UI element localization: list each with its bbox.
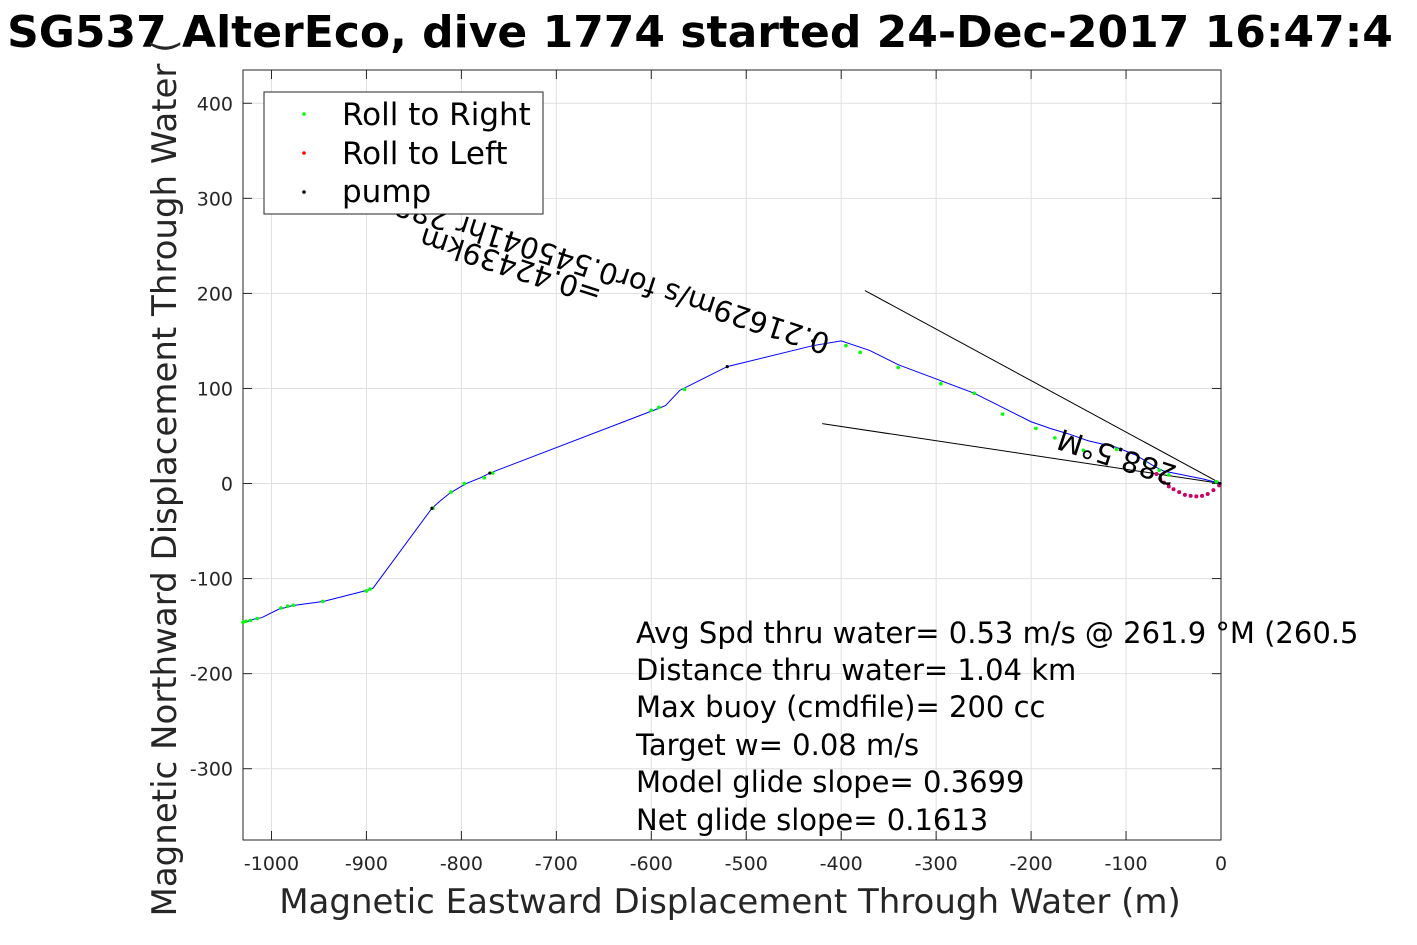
roll-right-marker <box>1157 468 1162 473</box>
roll-right-marker <box>368 587 373 591</box>
annotation-model-glide: Model glide slope= 0.3699 <box>636 765 1024 799</box>
x-axis-label: Magnetic Eastward Displacement Through W… <box>279 882 1181 922</box>
roll-right-marker <box>972 391 976 396</box>
x-tick-label: -900 <box>345 853 388 875</box>
roll-right-marker <box>364 589 369 593</box>
roll-left-marker <box>1200 493 1205 498</box>
y-tick-label: 100 <box>197 378 233 400</box>
roll-right-marker <box>939 381 943 386</box>
roll-right-marker <box>285 604 290 608</box>
y-axis-ticks: -300 -200 -100 0 100 200 300 400 <box>190 93 1221 781</box>
series-group <box>242 340 1222 623</box>
roll-right-marker <box>241 620 245 625</box>
roll-left-marker <box>1177 490 1182 495</box>
legend-label-roll-left: Roll to Left <box>342 136 508 172</box>
roll-right-marker <box>462 481 467 486</box>
x-tick-label: -700 <box>535 853 578 875</box>
roll-left-marker <box>1182 492 1187 497</box>
pump-marker <box>488 471 492 475</box>
x-tick-label: -300 <box>915 853 958 875</box>
markers-group <box>241 339 1222 625</box>
annotation-target-w: Target w= 0.08 m/s <box>635 728 919 762</box>
y-tick-label: -200 <box>190 664 233 686</box>
roll-left-marker <box>1194 494 1199 499</box>
y-tick-label: 400 <box>197 93 233 115</box>
roll-right-marker <box>482 476 486 480</box>
annotation-distance: Distance thru water= 1.04 km <box>636 653 1076 687</box>
x-tick-label: -600 <box>630 853 673 875</box>
roll-right-marker <box>248 618 253 623</box>
x-tick-label: -800 <box>440 853 483 875</box>
series-line <box>242 340 1222 623</box>
rotated-annotations: 0.21629m/s for0.545041hr 288.5°M288.5°M=… <box>326 167 1180 492</box>
roll-right-marker <box>255 616 260 621</box>
roll-left-marker <box>1158 476 1163 481</box>
y-axis-label: Magnetic Northward Displacement Through … <box>145 40 185 917</box>
legend: Roll to Right Roll to Left pump <box>263 91 544 215</box>
y-tick-label: -300 <box>190 759 233 781</box>
roll-left-marker <box>1211 488 1216 493</box>
roll-right-marker <box>449 490 453 494</box>
roll-right-marker <box>490 471 495 475</box>
roll-right-marker <box>1081 448 1086 453</box>
roll-right-marker <box>896 365 900 370</box>
legend-box <box>263 91 544 215</box>
x-tick-label: -100 <box>1104 853 1147 875</box>
roll-right-marker <box>244 619 248 624</box>
x-tick-label: -400 <box>820 853 863 875</box>
x-tick-label: 0 <box>1215 853 1227 875</box>
annotation-max-buoy: Max buoy (cmdfile)= 200 cc <box>636 690 1045 724</box>
legend-label-pump: pump <box>342 174 431 210</box>
roll-right-marker <box>657 405 661 410</box>
roll-right-marker <box>279 606 283 610</box>
x-tick-label: -200 <box>1010 853 1053 875</box>
rotated-annotation: 288.5°M <box>1053 422 1180 492</box>
roll-right-marker <box>291 603 296 607</box>
pump-marker <box>725 364 729 369</box>
x-axis-ticks: -1000 -900 -800 -700 -600 -500 -400 -300 -200 -10… <box>244 70 1227 875</box>
annotation-net-glide: Net glide slope= 0.1613 <box>636 803 988 837</box>
roll-right-marker <box>844 343 848 348</box>
y-tick-label: 300 <box>197 188 233 210</box>
roll-right-marker <box>682 387 687 392</box>
chart-title: SG537 AlterEco, dive 1774 started 24-Dec… <box>7 7 1393 58</box>
roll-right-marker <box>1034 426 1038 431</box>
y-tick-label: 0 <box>221 474 233 496</box>
roll-left-marker <box>1166 484 1171 489</box>
roll-right-marker <box>649 408 654 413</box>
y-tick-label: -100 <box>190 569 233 591</box>
roll-right-marker <box>1053 436 1057 440</box>
roll-right-marker <box>858 350 862 355</box>
legend-marker-roll-left <box>302 151 306 155</box>
pump-marker <box>430 506 434 510</box>
pump-marker <box>811 339 815 343</box>
roll-left-marker <box>1171 487 1176 492</box>
legend-label-roll-right: Roll to Right <box>342 97 531 133</box>
heading-line <box>864 290 1222 484</box>
pump-marker <box>1218 481 1222 486</box>
x-tick-label: -1000 <box>244 853 299 875</box>
roll-right-marker <box>320 599 325 604</box>
roll-right-marker <box>1114 447 1119 452</box>
roll-left-marker <box>1162 480 1167 485</box>
y-tick-label: 200 <box>197 283 233 305</box>
roll-left-marker <box>1188 493 1193 498</box>
legend-marker-pump <box>302 190 306 194</box>
roll-left-marker <box>1205 491 1210 496</box>
plot-area <box>242 69 1222 841</box>
roll-right-marker <box>1000 412 1005 416</box>
roll-right-marker <box>1166 473 1171 477</box>
x-tick-label: -500 <box>725 853 768 875</box>
roll-right-marker <box>1214 479 1219 484</box>
roll-left-marker <box>1154 472 1159 477</box>
legend-marker-roll-right <box>302 112 306 116</box>
annotation-avg-speed: Avg Spd thru water= 0.53 m/s @ 261.9 °M … <box>636 616 1358 650</box>
stats-annotations: Avg Spd thru water= 0.53 m/s @ 261.9 °M … <box>635 616 1358 837</box>
roll-right-marker <box>1143 460 1147 465</box>
